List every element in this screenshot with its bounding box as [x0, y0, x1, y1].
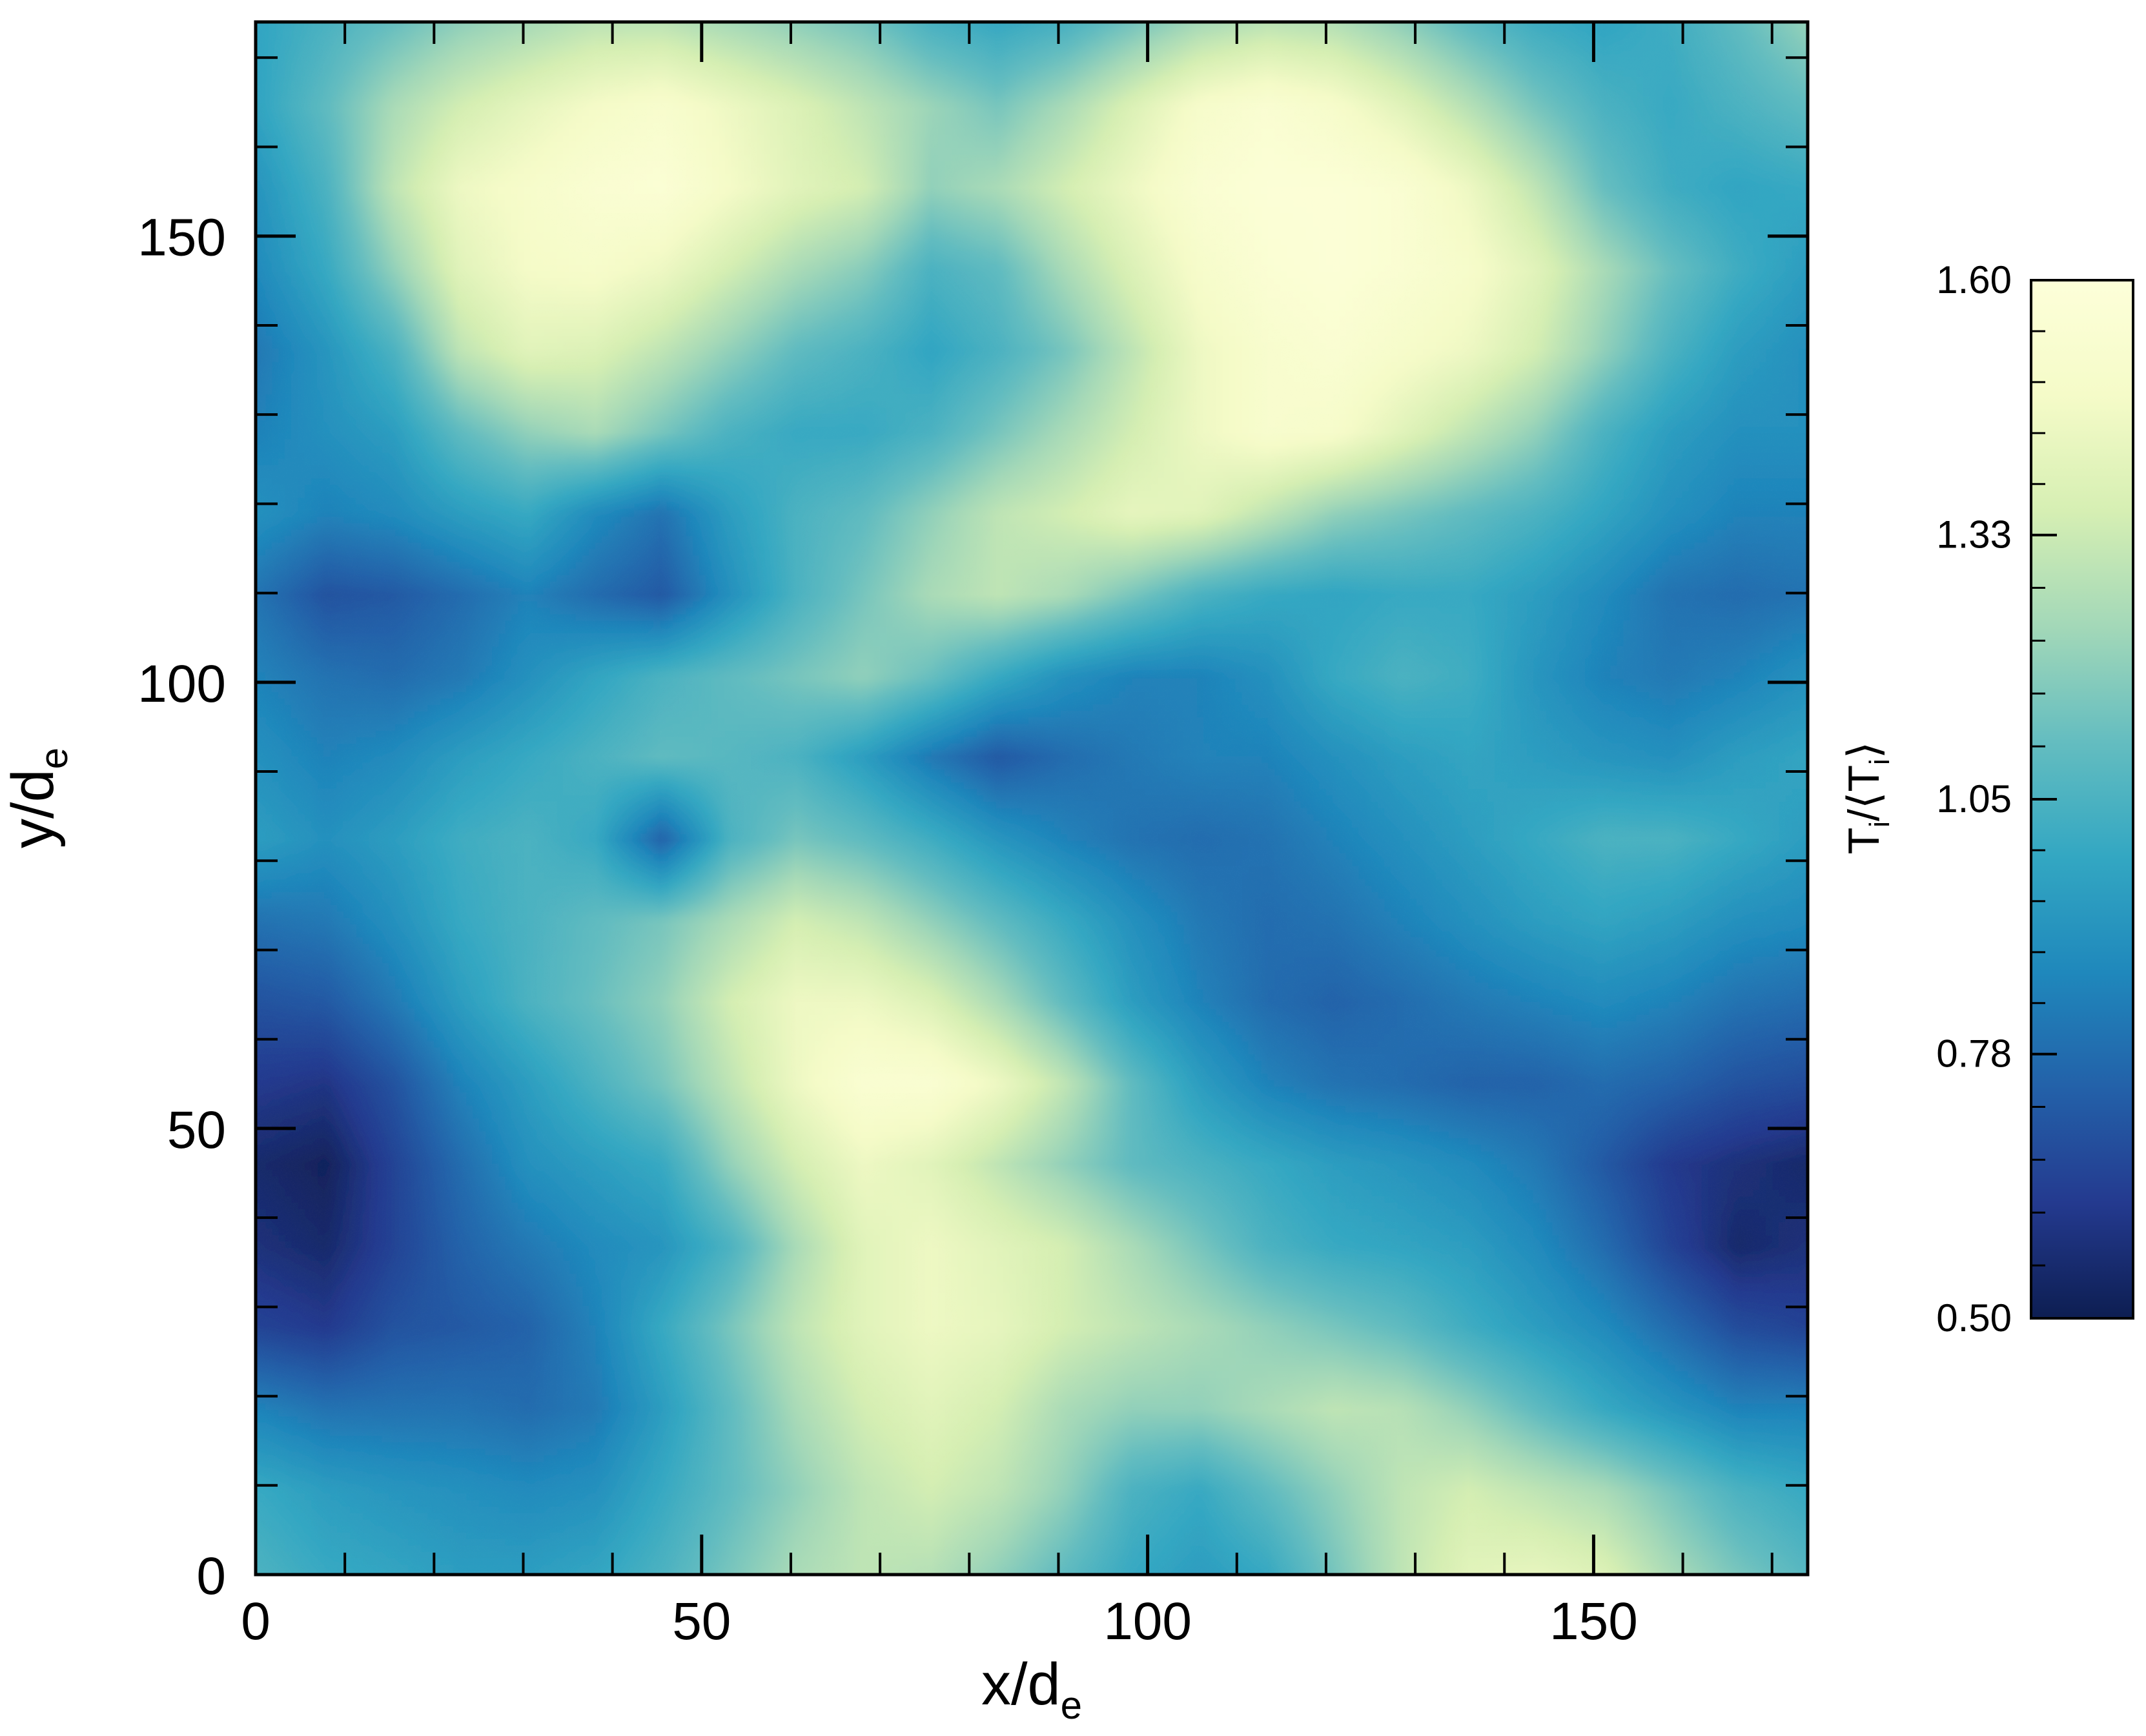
plot-frame: [254, 20, 1810, 1577]
colorbar-axis: 0.50 0.78 1.05 1.33 1.60: [1936, 258, 2057, 1340]
y-tick-label: 100: [138, 655, 226, 713]
heatmap-image: [256, 22, 1808, 1575]
x-axis-title: x/de: [981, 1651, 1082, 1727]
y-axis-title: y/de: [0, 748, 76, 848]
x-axis: 0 50 100 150: [241, 22, 1773, 1651]
colorbar-tick-label: 1.33: [1936, 513, 2012, 557]
colorbar-label: Ti/⟨Ti⟩: [1839, 742, 1896, 855]
colorbar-tick-label: 1.05: [1936, 777, 2012, 821]
colorbar-tick-label: 0.78: [1936, 1032, 2012, 1076]
colorbar-tick-label: 1.60: [1936, 258, 2012, 301]
y-axis: 0 50 100 150: [138, 56, 1808, 1606]
x-tick-label: 150: [1549, 1592, 1638, 1651]
y-tick-label: 150: [138, 209, 226, 267]
y-tick-label: 50: [167, 1101, 226, 1159]
x-tick-label: 100: [1103, 1592, 1192, 1651]
y-tick-label: 0: [196, 1547, 226, 1606]
colorbar-tick-label: 0.50: [1936, 1296, 2012, 1340]
x-tick-label: 50: [672, 1592, 731, 1651]
heatmap: [256, 22, 1808, 1575]
x-tick-label: 0: [241, 1592, 271, 1651]
